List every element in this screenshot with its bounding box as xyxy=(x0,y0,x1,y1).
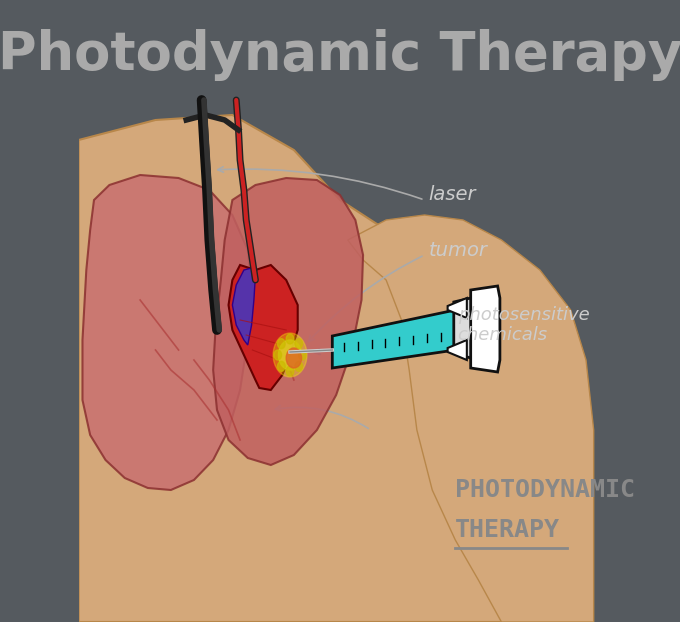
Circle shape xyxy=(299,350,306,360)
Polygon shape xyxy=(79,115,586,622)
Polygon shape xyxy=(233,268,256,345)
Text: Photodynamic Therapy: Photodynamic Therapy xyxy=(0,29,680,81)
Polygon shape xyxy=(447,340,467,360)
Polygon shape xyxy=(447,298,467,318)
Text: PHOTODYNAMIC: PHOTODYNAMIC xyxy=(456,478,635,502)
Polygon shape xyxy=(82,175,252,490)
Polygon shape xyxy=(454,298,475,358)
Circle shape xyxy=(295,361,303,371)
Circle shape xyxy=(286,334,294,344)
Circle shape xyxy=(295,339,303,349)
Text: THERAPY: THERAPY xyxy=(456,518,560,542)
Circle shape xyxy=(279,340,301,370)
Polygon shape xyxy=(213,178,363,465)
Text: photosensitive
chemicals: photosensitive chemicals xyxy=(458,305,590,345)
Polygon shape xyxy=(333,310,459,368)
Circle shape xyxy=(277,361,285,371)
Polygon shape xyxy=(228,265,298,390)
Polygon shape xyxy=(347,215,594,622)
Text: laser: laser xyxy=(428,185,476,205)
Circle shape xyxy=(277,339,285,349)
Circle shape xyxy=(274,350,282,360)
Circle shape xyxy=(273,333,307,377)
Circle shape xyxy=(286,366,294,376)
Polygon shape xyxy=(471,286,500,372)
Circle shape xyxy=(286,348,301,368)
Text: tumor: tumor xyxy=(428,241,488,259)
